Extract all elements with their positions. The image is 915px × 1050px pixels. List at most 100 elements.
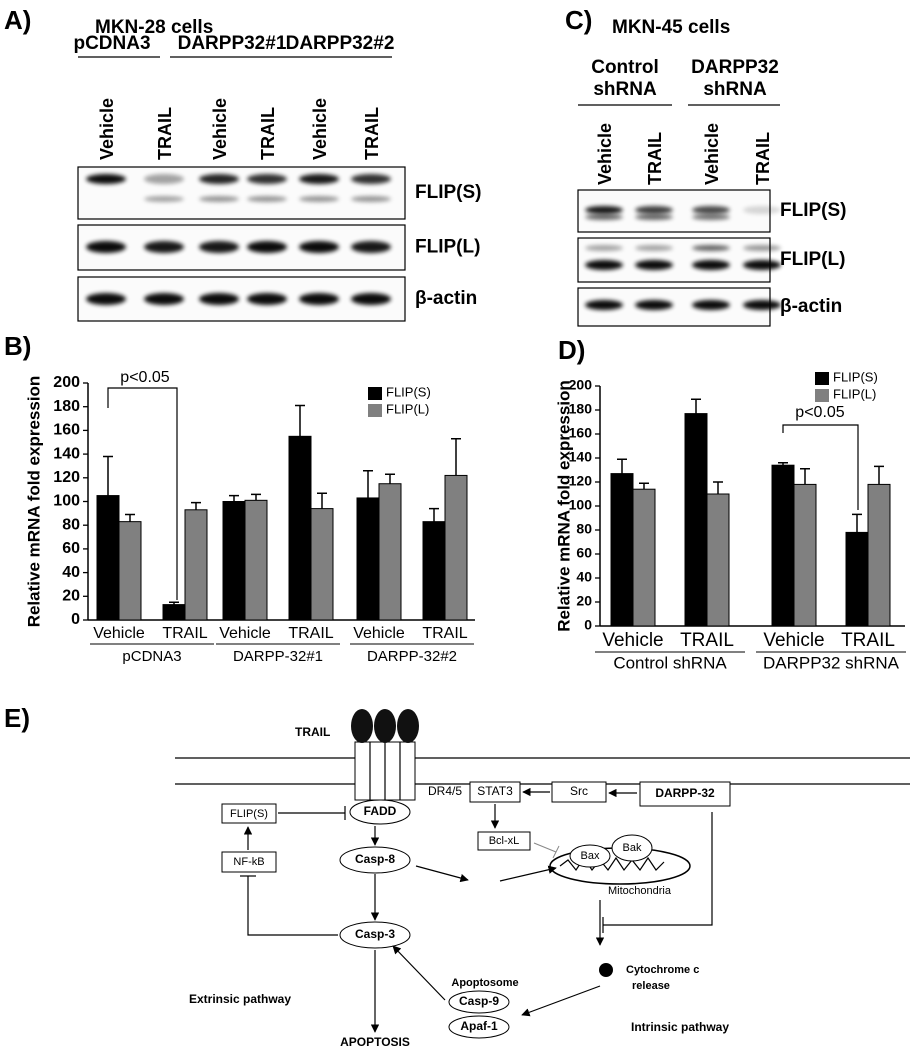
band <box>299 196 339 202</box>
node-label: NF-kB <box>233 856 264 868</box>
row-label: FLIP(S) <box>415 182 482 203</box>
lane-label: Vehicle <box>210 98 230 160</box>
node-label: Bak <box>623 842 642 854</box>
node-label: Mitochondria <box>608 885 672 897</box>
charts: B) Relative mRNA fold expression 0 20 40 60 80… <box>4 331 906 672</box>
x-tick-label: TRAIL <box>841 630 895 651</box>
panel-label: A) <box>4 5 31 35</box>
x-tick-label: TRAIL <box>680 630 734 651</box>
lane-label: Vehicle <box>97 98 117 160</box>
bar <box>118 521 142 621</box>
group-label: DARPP-32#2 <box>367 648 457 665</box>
bar <box>288 435 312 621</box>
node-label: Apoptosome <box>451 977 518 989</box>
error-bar <box>778 462 788 466</box>
node-label: Cytochrome c <box>626 964 699 976</box>
error-bar <box>103 455 113 496</box>
node <box>448 1015 510 1039</box>
node-label: FADD <box>364 804 397 818</box>
error-bar <box>451 437 461 476</box>
band <box>743 206 781 214</box>
bar <box>184 509 208 621</box>
bar <box>162 604 186 621</box>
group-label: DARPP-32#1 <box>233 648 323 665</box>
panel-label: E) <box>4 703 30 733</box>
band <box>351 196 391 202</box>
group-label: DARPP32#1 <box>178 33 287 54</box>
group-label: DARPP32 <box>691 57 779 78</box>
band <box>351 293 391 305</box>
panel-label: D) <box>558 335 585 365</box>
node-label: DARPP-32 <box>655 786 715 800</box>
node <box>448 990 510 1014</box>
row-label: β-actin <box>415 288 477 309</box>
bar <box>378 483 402 621</box>
legend-swatch <box>368 404 382 417</box>
node-label: Extrinsic pathway <box>189 992 291 1006</box>
blot-title: MKN-45 cells <box>612 17 730 38</box>
y-axis-label: Relative mRNA fold expression <box>554 380 573 632</box>
node <box>221 803 277 824</box>
node-label: Bax <box>581 850 600 862</box>
y-tick-label: 160 <box>569 425 593 441</box>
error-bar <box>874 465 884 485</box>
legend-swatch <box>815 389 829 402</box>
node <box>611 834 653 862</box>
node-label: APOPTOSIS <box>340 1035 410 1049</box>
y-tick-label: 20 <box>62 588 80 605</box>
y-tick-label: 40 <box>62 564 80 581</box>
group-label: Control shRNA <box>613 653 727 672</box>
band <box>86 293 126 305</box>
bar <box>444 474 468 621</box>
band <box>144 293 184 305</box>
band <box>144 174 184 184</box>
y-axis-label: Relative mRNA fold expression <box>24 376 43 628</box>
x-tick-label: Vehicle <box>763 630 824 651</box>
annotation: p<0.05 <box>795 404 844 421</box>
bar <box>222 501 246 621</box>
lane-label: TRAIL <box>753 132 773 185</box>
arrow <box>499 865 557 882</box>
y-tick-label: 60 <box>576 545 592 561</box>
node-label: release <box>632 980 670 992</box>
bar <box>867 483 891 627</box>
band <box>351 241 391 253</box>
band <box>144 196 184 202</box>
inhibit <box>603 812 713 926</box>
bar <box>356 497 380 621</box>
band <box>692 214 730 220</box>
band <box>247 241 287 253</box>
x-tick-label: TRAIL <box>422 625 467 642</box>
error-bar <box>385 473 395 484</box>
band <box>199 293 239 305</box>
node-label: Intrinsic pathway <box>631 1020 729 1034</box>
legend-label: FLIP(S) <box>833 369 878 384</box>
bar <box>845 531 869 627</box>
band <box>585 206 623 214</box>
band <box>585 300 623 310</box>
cytochrome <box>599 963 613 977</box>
band <box>743 245 781 251</box>
band <box>86 241 126 253</box>
error-bar <box>251 493 261 501</box>
blot-frame <box>77 166 406 220</box>
annotation: p<0.05 <box>120 369 169 386</box>
lane-label: TRAIL <box>258 107 278 160</box>
error-bar <box>691 398 701 414</box>
node-label: Apaf-1 <box>460 1019 498 1033</box>
inhibit <box>533 842 557 853</box>
band <box>585 214 623 220</box>
y-tick-label: 0 <box>71 611 80 628</box>
node <box>477 831 531 851</box>
node-label: Bcl-xL <box>489 835 520 847</box>
blot-frame <box>77 224 406 271</box>
ligand <box>374 709 396 743</box>
band <box>635 206 673 214</box>
band <box>743 300 781 310</box>
group-label: shRNA <box>593 79 657 100</box>
group-label: pCDNA3 <box>73 33 150 54</box>
lane-label: Vehicle <box>595 123 615 185</box>
y-tick-label: 100 <box>53 493 80 510</box>
